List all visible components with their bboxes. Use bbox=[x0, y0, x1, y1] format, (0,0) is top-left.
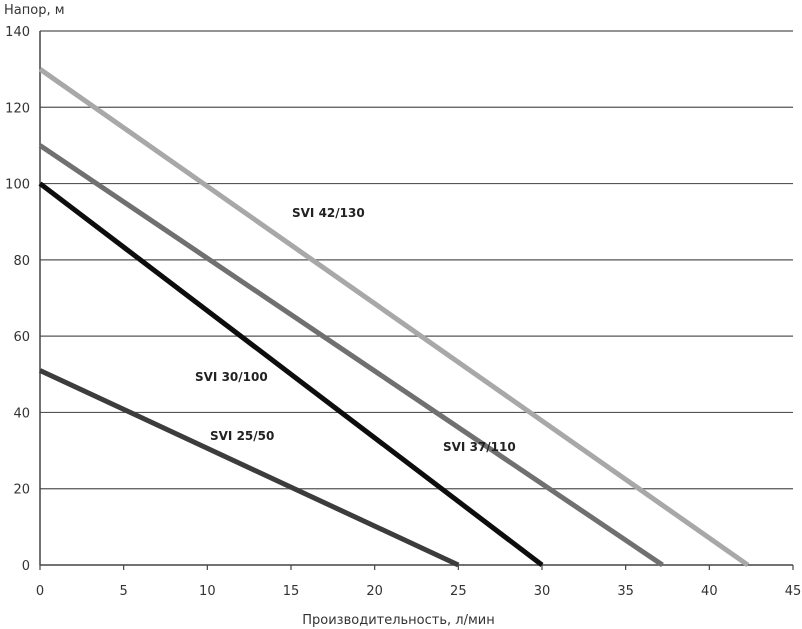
x-tick-label: 10 bbox=[199, 584, 216, 599]
series-line-3 bbox=[38, 67, 750, 568]
x-tick-label: 30 bbox=[534, 584, 551, 599]
x-tick-label: 25 bbox=[450, 584, 467, 599]
series-label-3: SVI 42/130 bbox=[292, 206, 365, 220]
x-tick-labels: 0 5 10 15 20 25 30 35 40 45 bbox=[36, 584, 801, 599]
x-tick-label: 40 bbox=[701, 584, 718, 599]
y-tick-labels: 0 20 40 60 80 100 120 140 bbox=[5, 25, 30, 574]
y-tick-label: 40 bbox=[13, 406, 30, 421]
y-tick-label: 120 bbox=[5, 101, 30, 116]
y-tick-label: 140 bbox=[5, 25, 30, 40]
y-tick-label: 100 bbox=[5, 178, 30, 193]
x-tick-label: 15 bbox=[283, 584, 300, 599]
series-line-0 bbox=[38, 368, 460, 568]
x-axis-label: Производительность, л/мин bbox=[302, 613, 494, 628]
y-tick-label: 20 bbox=[13, 483, 30, 498]
x-tick-label: 45 bbox=[785, 584, 802, 599]
series-line-2 bbox=[38, 143, 664, 568]
x-tick-label: 20 bbox=[366, 584, 383, 599]
y-tick-label: 80 bbox=[13, 254, 30, 269]
series-label-2: SVI 37/110 bbox=[443, 440, 516, 454]
x-tick-label: 0 bbox=[36, 584, 44, 599]
series-line-1 bbox=[38, 181, 544, 567]
series-label-1: SVI 30/100 bbox=[195, 370, 268, 384]
x-tick-label: 5 bbox=[120, 584, 128, 599]
x-tick-label: 35 bbox=[617, 584, 634, 599]
series-labels: SVI 25/50 SVI 30/100 SVI 37/110 SVI 42/130 bbox=[195, 206, 516, 454]
axes bbox=[39, 31, 794, 570]
y-axis-label: Напор, м bbox=[4, 3, 65, 18]
series-label-0: SVI 25/50 bbox=[210, 429, 274, 443]
y-tick-label: 60 bbox=[13, 330, 30, 345]
y-tick-label: 0 bbox=[22, 559, 30, 574]
gridlines bbox=[40, 30, 793, 490]
series-lines bbox=[38, 67, 750, 568]
